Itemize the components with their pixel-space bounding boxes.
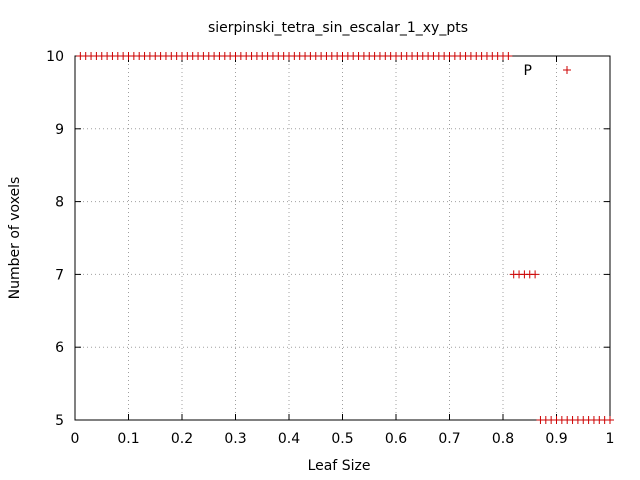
legend-marker xyxy=(563,66,571,74)
y-tick-label: 8 xyxy=(55,195,64,211)
y-tick-labels: 5 6 7 8 9 10 xyxy=(46,49,64,429)
x-tick-label: 0 xyxy=(71,431,80,447)
grid xyxy=(75,56,610,420)
y-tick-label: 10 xyxy=(46,49,64,65)
y-tick-label: 5 xyxy=(55,413,64,429)
legend-marker-plus xyxy=(563,66,571,74)
legend: P xyxy=(524,63,571,79)
x-tick-label: 0.9 xyxy=(545,431,567,447)
legend-label: P xyxy=(524,63,532,79)
y-tick-label: 9 xyxy=(55,122,64,138)
data-point xyxy=(606,416,614,424)
x-tick-label: 0.4 xyxy=(278,431,300,447)
x-tick-label: 0.1 xyxy=(117,431,139,447)
x-tick-label: 0.5 xyxy=(331,431,353,447)
x-tick-label: 0.7 xyxy=(438,431,460,447)
x-axis-label: Leaf Size xyxy=(308,458,371,474)
x-tick-label: 0.6 xyxy=(385,431,407,447)
y-axis-label: Number of voxels xyxy=(7,177,23,300)
y-tick-label: 6 xyxy=(55,340,64,356)
data-points xyxy=(76,52,614,424)
data-point xyxy=(531,270,540,279)
x-tick-labels: 0 0.1 0.2 0.3 0.4 0.5 0.6 0.7 0.8 0.9 1 xyxy=(71,431,615,447)
x-tick-label: 0.3 xyxy=(224,431,246,447)
y-tick-label: 7 xyxy=(55,267,64,283)
x-tick-label: 0.8 xyxy=(492,431,514,447)
chart-title: sierpinski_tetra_sin_escalar_1_xy_pts xyxy=(208,20,468,36)
x-tick-label: 1 xyxy=(606,431,615,447)
plot-frame xyxy=(74,55,611,421)
axis-ticks xyxy=(74,55,611,421)
data-point xyxy=(504,52,513,60)
x-tick-label: 0.2 xyxy=(171,431,193,447)
